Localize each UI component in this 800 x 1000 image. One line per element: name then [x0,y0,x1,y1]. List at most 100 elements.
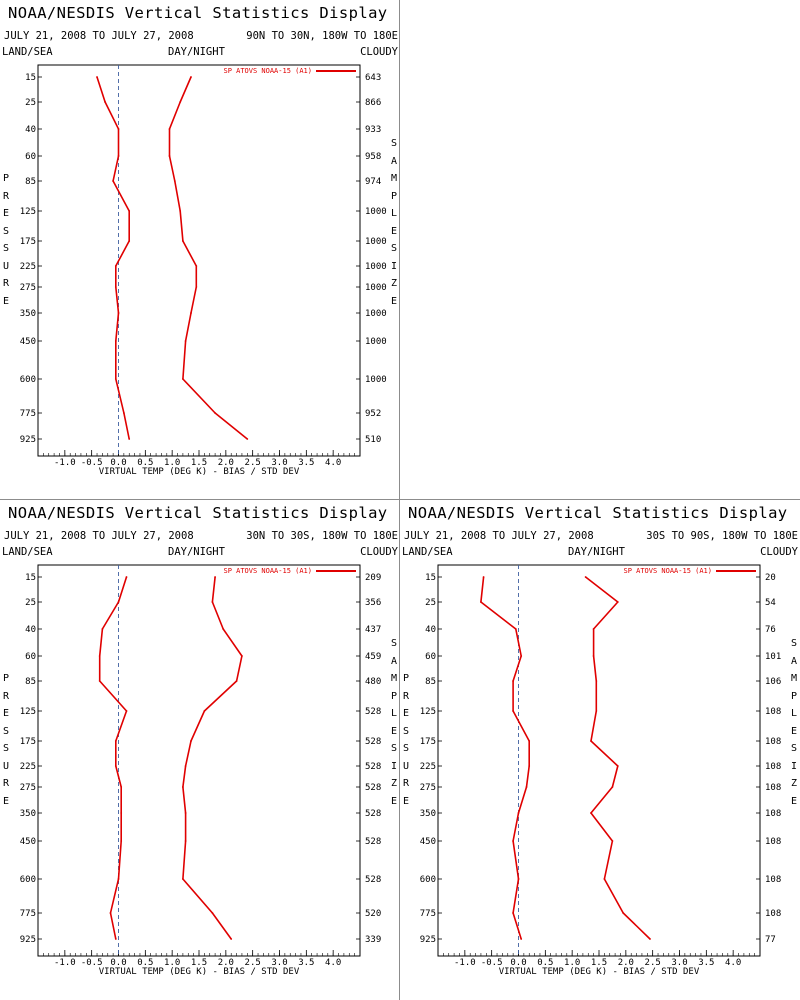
std-dev-point [616,765,619,767]
pressure-level-label: 275 [20,783,36,793]
sample-size-value: 108 [765,809,781,819]
bias-series-line [96,76,130,440]
chart-panel: NOAA/NESDIS Vertical Statistics Display J… [0,500,400,1000]
sample-size-value: 1000 [365,262,387,272]
land-sea-label: LAND/SEA [2,46,53,58]
std-dev-point [173,180,176,182]
pressure-level-label: 60 [25,652,36,662]
pressure-level-label: 60 [425,652,436,662]
x-tick-label: 3.5 [298,458,314,468]
x-tick-label: 0.0 [510,958,526,968]
std-dev-point [179,210,182,212]
pressure-axis-label: PRESSURE [2,173,10,307]
sample-size-value: 437 [365,625,381,635]
bias-point [101,628,104,630]
sample-size-value: 528 [365,875,381,885]
pressure-level-label: 350 [20,809,36,819]
pressure-level-label: 25 [425,598,436,608]
x-tick-label: 3.0 [271,958,287,968]
cloudy-label: CLOUDY [360,546,398,558]
std-dev-point [590,812,592,814]
x-tick-label: -0.5 [481,958,503,968]
x-tick-label: 2.5 [245,458,261,468]
x-tick-label: 0.5 [537,958,553,968]
sample-size-value: 101 [765,652,781,662]
bias-point [123,412,125,414]
pressure-level-label: 350 [420,809,436,819]
bias-point [114,938,117,940]
pressure-level-label: 350 [20,309,36,319]
bias-point [520,655,523,657]
vertical-divider [399,0,400,1000]
x-tick-label: 2.0 [218,458,234,468]
date-range: JULY 21, 2008 TO JULY 27, 2008 [4,530,194,542]
bias-point [117,601,120,603]
std-dev-point [182,378,184,380]
chart-svg: -1.0 -0.5 0.0 0.5 1.0 1.5 2.0 2.5 3.0 3.5 4.0 VIRTU… [420,564,781,977]
std-dev-point [211,912,214,914]
bias-point [512,710,514,712]
pressure-level-label: 60 [25,152,36,162]
pressure-level-label: 40 [25,125,36,135]
sample-size-value: 108 [765,707,781,717]
day-night-label: DAY/NIGHT [168,46,225,58]
pressure-level-label: 775 [420,909,436,919]
sample-size-axis-label: SAMPLE SIZE [790,638,798,807]
sample-size-value: 106 [765,677,781,687]
x-tick-label: 1.5 [191,458,207,468]
std-dev-point [184,340,187,342]
legend-label: SP ATOVS NOAA-15 (A1) [223,67,312,75]
sample-size-value: 108 [765,737,781,747]
region-label: 90N TO 30N, 180W TO 180E [246,30,398,42]
cloudy-label: CLOUDY [760,546,798,558]
sample-size-value: 108 [765,909,781,919]
bias-point [512,912,514,914]
date-range: JULY 21, 2008 TO JULY 27, 2008 [404,530,594,542]
x-tick-label: 3.0 [271,458,287,468]
sample-size-value: 510 [365,435,381,445]
sample-size-value: 1000 [365,337,387,347]
bias-point [514,628,517,630]
x-axis-label: VIRTUAL TEMP (DEG K) - BIAS / STD DEV [99,967,300,977]
pressure-level-label: 125 [20,207,36,217]
pressure-level-label: 85 [25,177,36,187]
bias-point [520,938,523,940]
pressure-level-label: 925 [20,435,36,445]
bias-point [512,680,514,682]
sample-size-value: 20 [765,573,776,583]
std-dev-point [235,680,238,682]
chart-svg: -1.0 -0.5 0.0 0.5 1.0 1.5 2.0 2.5 3.0 3.5 4.0 VIRTU… [20,64,387,477]
bias-point [517,878,520,880]
pressure-level-label: 125 [420,707,436,717]
bias-point [109,912,112,914]
std-dev-point [214,412,217,414]
std-dev-series-line [168,76,248,440]
sample-size-value: 933 [365,125,381,135]
pressure-level-label: 175 [420,737,436,747]
std-dev-point [179,101,182,103]
x-tick-label: -0.5 [81,958,103,968]
std-dev-point [592,628,595,630]
pressure-level-label: 40 [425,625,436,635]
x-axis-label: VIRTUAL TEMP (DEG K) - BIAS / STD DEV [499,967,700,977]
sample-size-value: 1000 [365,237,387,247]
std-dev-point [168,128,171,130]
x-tick-label: 2.5 [245,958,261,968]
sample-size-value: 54 [765,598,776,608]
std-dev-point [595,710,598,712]
legend-label: SP ATOVS NOAA-15 (A1) [623,567,712,575]
x-axis-label: VIRTUAL TEMP (DEG K) - BIAS / STD DEV [99,467,300,477]
bias-point [96,76,98,78]
bias-point [114,340,117,342]
std-dev-point [595,680,598,682]
pressure-level-label: 25 [25,598,36,608]
sample-size-axis-label: SAMPLE SIZE [390,138,398,307]
bias-point [482,576,485,578]
pressure-level-label: 600 [20,375,36,385]
pressure-level-label: 450 [20,337,36,347]
bias-point [117,312,120,314]
std-dev-point [182,786,184,788]
sample-size-value: 356 [365,598,381,608]
sample-size-value: 76 [765,625,776,635]
x-tick-label: 0.0 [110,458,126,468]
